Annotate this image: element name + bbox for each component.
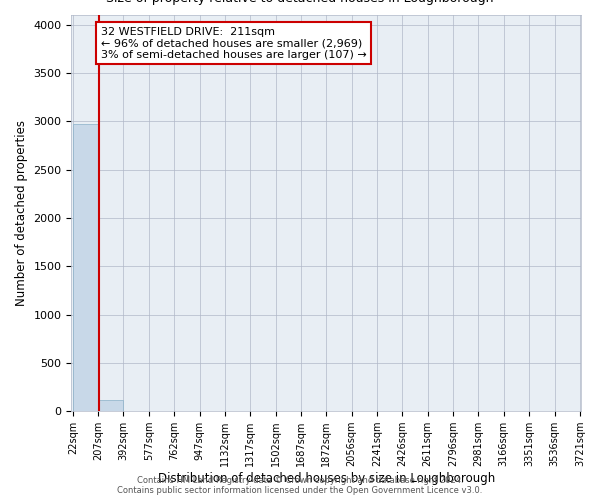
Text: Size of property relative to detached houses in Loughborough: Size of property relative to detached ho… [106, 0, 494, 5]
Bar [73, 124, 98, 411]
Y-axis label: Number of detached properties: Number of detached properties [15, 120, 28, 306]
X-axis label: Distribution of detached houses by size in Loughborough: Distribution of detached houses by size … [158, 472, 495, 485]
Text: Contains HM Land Registry data © Crown copyright and database right 2024.
Contai: Contains HM Land Registry data © Crown c… [118, 476, 482, 495]
Bar [98, 400, 123, 411]
Text: 32 WESTFIELD DRIVE:  211sqm
← 96% of detached houses are smaller (2,969)
3% of s: 32 WESTFIELD DRIVE: 211sqm ← 96% of deta… [101, 26, 367, 60]
